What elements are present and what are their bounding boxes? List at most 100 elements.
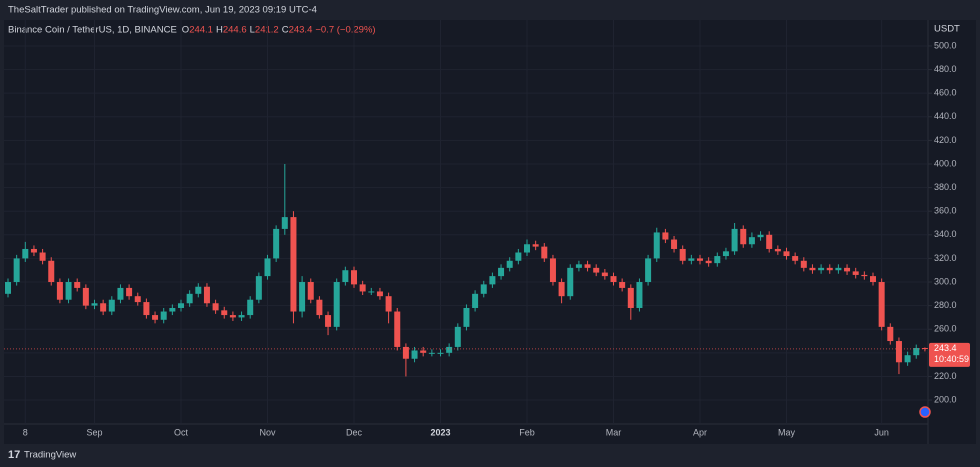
candle-body [575,264,582,268]
candle-body [351,270,357,285]
candle-body [549,258,556,283]
candle-body [39,252,46,261]
x-tick-label: 8 [23,427,28,437]
candle-body [65,282,72,300]
candle-body [852,271,859,275]
candle-body [722,251,729,257]
candle-body [143,302,150,316]
x-tick-label: 2023 [430,427,450,437]
candle-body [636,282,643,308]
candle-body [82,287,89,306]
candle-body [705,260,712,264]
candle-body [178,303,184,308]
candle-body [818,267,825,271]
candle-body [662,232,669,240]
candle-body [359,284,366,292]
chart-area [4,20,976,444]
symbol: Binance Coin / TetherUS, 1D, BINANCE [8,25,177,36]
candle-body [480,284,487,294]
ohlc-value: 241.2 [255,25,279,36]
y-tick-label: 320.0 [934,253,957,263]
candle-body [515,252,522,261]
candle-body [108,299,115,312]
candle-body [30,248,37,253]
y-tick-label: 460.0 [934,88,957,98]
candle-body [619,282,626,288]
change: −0.7 (−0.29%) [315,25,375,36]
candle-body [645,258,652,283]
candle-body [783,251,790,257]
x-tick-label: Apr [693,427,707,437]
logo: 17 [8,449,20,461]
candle-body [454,326,461,347]
candle-body [368,291,375,293]
candle-body [290,217,297,312]
y-tick-label: 300.0 [934,276,957,286]
candle-body [376,291,383,297]
candle-body [601,272,608,277]
countdown: 10:40:59 [934,354,969,364]
ohlc-label: L [250,25,255,36]
candle-body [22,248,29,259]
candle-body [463,307,470,327]
candle-body [255,276,262,300]
publisher: TheSaltTrader published on TradingView.c… [8,5,317,16]
candle-body [826,267,833,271]
candle-body [307,282,314,300]
candle-body [221,310,228,316]
candle-body [887,326,894,342]
candle-body [152,315,159,320]
candle-body [333,282,340,327]
ohlc-value: 244.1 [189,25,213,36]
ohlc-label: C [282,25,289,36]
candle-body [748,237,755,245]
brand: TradingView [24,450,76,461]
candle-body [342,270,349,283]
candle-body [766,234,773,249]
candle-body [792,256,799,261]
candle-body [895,341,902,363]
candle-body [437,352,444,354]
candle-body [541,246,548,259]
y-tick-label: 500.0 [934,40,957,50]
x-tick-label: May [778,427,796,437]
x-tick-label: Nov [259,427,276,437]
candle-body [74,282,81,288]
x-tick-label: Jun [874,427,889,437]
candle-body [446,346,453,353]
candle-body [913,347,920,356]
candle-body [506,260,513,268]
event-icon[interactable] [919,406,931,418]
candle-body [844,267,851,272]
price-tag [929,342,970,367]
candle-body [186,293,193,304]
candle-body [428,352,435,354]
y-tick-label: 220.0 [934,371,957,381]
candle-body [757,234,764,238]
y-tick-label: 260.0 [934,324,957,334]
candle-body [610,276,617,283]
x-tick-label: Mar [606,427,622,437]
candle-body [774,248,781,252]
y-tick-label: 360.0 [934,206,957,216]
ohlc-label: O [182,25,189,36]
candle-body [800,260,807,268]
candle-body [524,244,530,253]
candle-body [195,286,202,294]
candle-body [203,286,210,304]
candle-body [679,248,686,261]
candle-body [870,276,876,283]
candle-body [247,299,254,316]
candle-body [921,347,928,349]
y-tick-label: 440.0 [934,111,957,121]
candle-body [91,303,98,306]
candle-body [402,346,409,359]
candle-body [532,244,539,247]
candle-body [281,217,288,229]
y-tick-label: 200.0 [934,394,957,404]
candle-body [420,350,427,353]
candle-body [498,267,505,277]
candle-body [126,287,133,297]
